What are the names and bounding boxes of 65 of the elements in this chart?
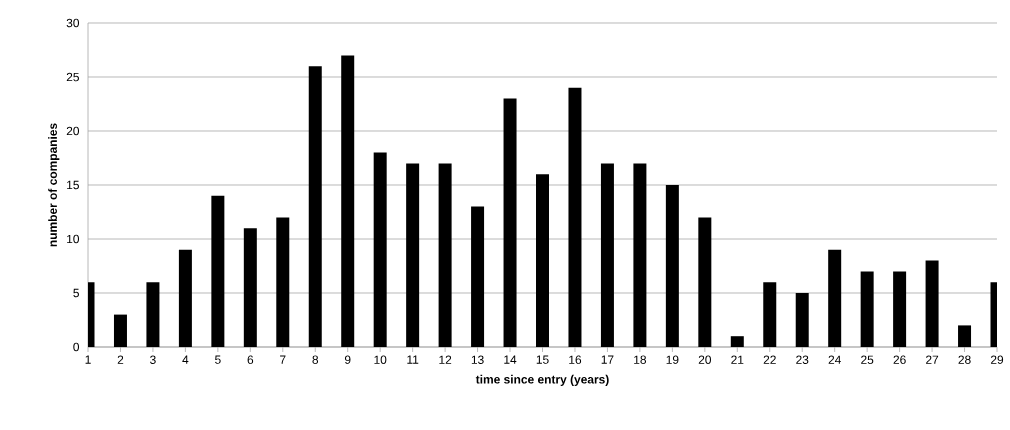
x-tick-label: 5 <box>215 355 221 364</box>
bar <box>600 163 614 347</box>
bar <box>276 217 290 347</box>
bar <box>925 260 939 347</box>
x-tick-label: 1 <box>85 355 91 364</box>
bar <box>373 152 387 347</box>
bar <box>211 195 225 347</box>
x-tick-label: 18 <box>634 355 647 364</box>
x-tick-label: 3 <box>150 355 156 364</box>
x-tick-label: 14 <box>504 355 517 364</box>
x-tick-label: 29 <box>990 355 1004 364</box>
y-tick-label: 25 <box>66 72 79 82</box>
x-tick-label: 25 <box>861 355 874 364</box>
y-tick-label: 5 <box>73 288 79 298</box>
bar <box>795 293 809 347</box>
x-tick-label: 17 <box>601 355 614 364</box>
x-tick-label: 13 <box>471 355 484 364</box>
x-tick-label: 6 <box>247 355 254 364</box>
x-tick-label: 21 <box>731 355 744 364</box>
bar <box>113 314 127 347</box>
x-tick-label: 23 <box>796 355 809 364</box>
bar <box>665 185 679 347</box>
x-tick-label: 27 <box>926 355 939 364</box>
bar <box>958 325 972 347</box>
bar <box>893 271 907 347</box>
bar <box>178 249 192 347</box>
y-tick-label: 0 <box>73 342 80 352</box>
x-tick-label: 24 <box>828 355 841 364</box>
bar <box>146 282 160 347</box>
y-tick-label: 10 <box>67 234 80 244</box>
x-tick-label: 11 <box>407 355 419 364</box>
bar <box>406 163 420 347</box>
y-axis-title: number of companies <box>48 123 60 247</box>
x-tick-label: 20 <box>698 355 712 364</box>
bar <box>471 206 485 347</box>
x-tick-label: 16 <box>569 355 582 364</box>
bar <box>503 98 517 347</box>
x-tick-label: 2 <box>117 355 124 364</box>
bar <box>308 66 322 347</box>
x-tick-label: 15 <box>536 355 549 364</box>
x-tick-label: 12 <box>439 355 452 364</box>
bar <box>633 163 647 347</box>
x-tick-label: 10 <box>374 355 387 364</box>
y-tick-label: 15 <box>67 180 79 190</box>
x-tick-label: 28 <box>958 355 971 364</box>
bar <box>828 249 842 347</box>
x-tick-label: 22 <box>763 355 776 364</box>
x-tick-label: 9 <box>344 355 351 364</box>
bar <box>341 55 355 347</box>
bar <box>763 282 777 347</box>
bar <box>536 174 549 347</box>
bar <box>730 336 744 347</box>
bar <box>438 163 452 347</box>
bar <box>860 271 874 347</box>
y-tick-label: 20 <box>66 126 80 136</box>
x-tick-label: 26 <box>893 355 906 364</box>
x-tick-label: 19 <box>666 355 679 364</box>
x-tick-label: 7 <box>280 355 286 364</box>
bar <box>568 87 582 347</box>
bar <box>243 228 257 347</box>
x-tick-label: 8 <box>312 355 319 364</box>
x-axis-title: time since entry (years) <box>475 374 609 386</box>
bar <box>698 217 712 347</box>
x-tick-label: 4 <box>182 355 189 364</box>
y-tick-label: 30 <box>66 18 80 28</box>
